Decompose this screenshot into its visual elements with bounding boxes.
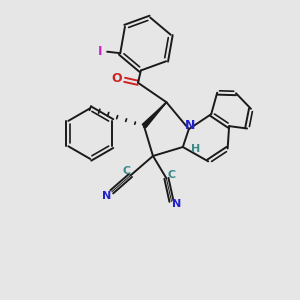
Text: H: H xyxy=(191,144,200,154)
Text: C: C xyxy=(168,170,176,180)
Text: C: C xyxy=(123,166,131,176)
Text: N: N xyxy=(102,191,111,201)
Text: N: N xyxy=(184,119,195,132)
Text: I: I xyxy=(98,45,103,58)
Polygon shape xyxy=(142,102,166,128)
Text: O: O xyxy=(112,72,122,85)
Text: N: N xyxy=(172,199,182,209)
